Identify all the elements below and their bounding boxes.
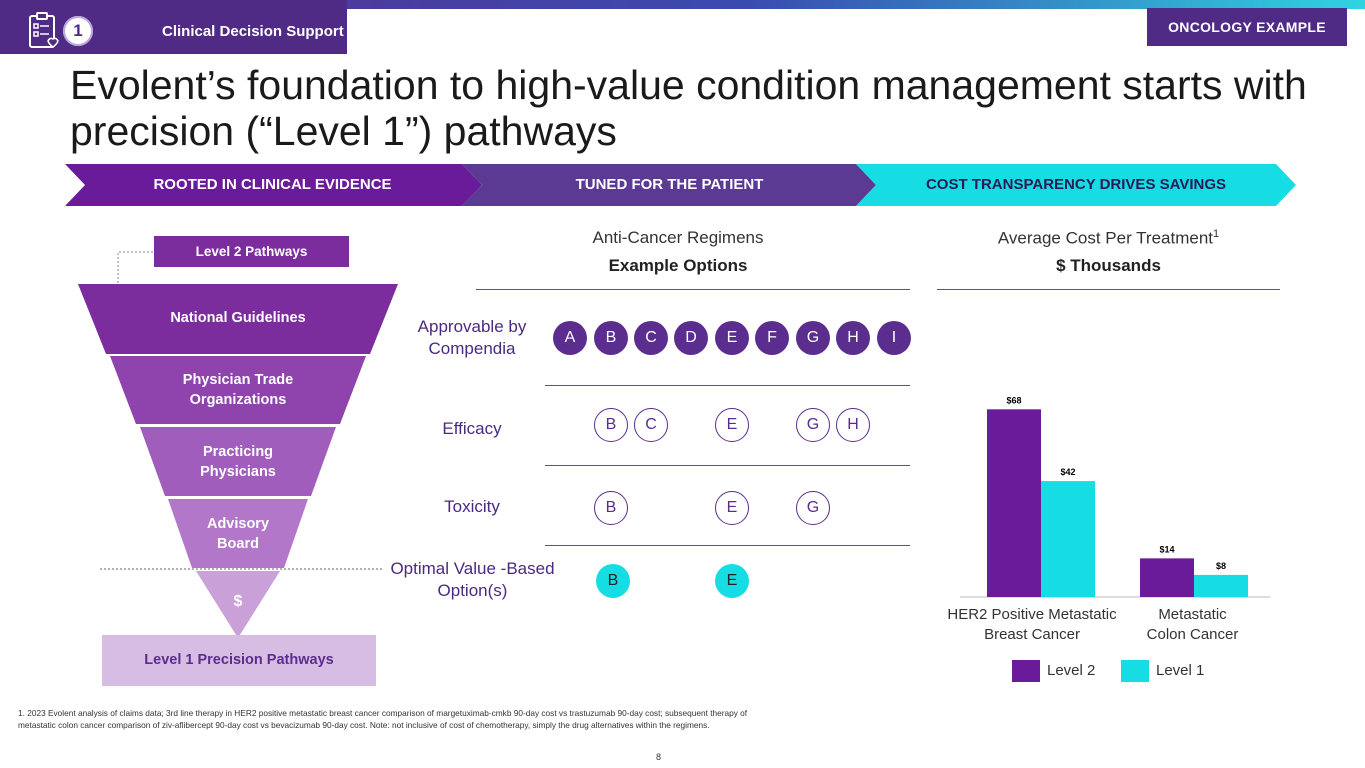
top-gradient-bar xyxy=(0,0,1365,9)
cost-header-footnote-ref: 1 xyxy=(1213,228,1220,240)
clipboard-icon xyxy=(29,12,59,48)
regimen-circle: H xyxy=(836,321,870,355)
row-label-optimal: Optimal Value -Based Option(s) xyxy=(390,559,555,600)
chevron-label-evidence: ROOTED IN CLINICAL EVIDENCE xyxy=(153,176,392,193)
bar-value-label: $68 xyxy=(1006,395,1021,405)
regimen-circle: F xyxy=(755,321,789,355)
row-label-compendia: Approvable by Compendia xyxy=(417,317,527,358)
funnel-layer-3 xyxy=(140,427,336,496)
chevron-1 xyxy=(65,164,482,206)
regimen-circle: G xyxy=(796,491,830,525)
section-number: 1 xyxy=(63,16,93,46)
regimen-circle: E xyxy=(715,491,749,525)
regimens-subheader: Example Options xyxy=(608,256,748,275)
section-label: Clinical Decision Support xyxy=(162,23,344,40)
chevron-2 xyxy=(462,164,876,206)
cost-subheader: $ Thousands xyxy=(1056,256,1161,275)
regimens-header-rule xyxy=(476,289,910,290)
regimen-circle: C xyxy=(634,321,668,355)
regimen-circle: B xyxy=(594,321,628,355)
funnel-layer-4 xyxy=(168,499,308,568)
x-category-label-her2: HER2 Positive Metastatic Breast Cancer xyxy=(947,606,1117,643)
funnel-label-national: National Guidelines xyxy=(170,310,306,326)
cost-header: Average Cost Per Treatment1 xyxy=(937,228,1280,249)
chevron-banner xyxy=(65,164,1296,206)
cost-header-text: Average Cost Per Treatment xyxy=(997,228,1213,248)
oncology-badge: ONCOLOGY EXAMPLE xyxy=(1147,8,1347,46)
regimen-circle-optimal: E xyxy=(715,564,749,598)
funnel-label-advisory: Advisory Board xyxy=(206,516,270,552)
section-tab xyxy=(0,0,347,54)
footnote: 1. 2023 Evolent analysis of claims data;… xyxy=(18,708,748,730)
legend-swatch-level2 xyxy=(1012,660,1040,682)
page-number: 8 xyxy=(656,752,662,762)
bar-level2-0 xyxy=(987,409,1041,597)
funnel-graphic xyxy=(78,251,398,638)
regimen-circle: E xyxy=(715,321,749,355)
level1-precision-label: Level 1 Precision Pathways xyxy=(102,635,376,686)
row-divider xyxy=(545,385,910,386)
row-divider xyxy=(545,545,910,546)
legend-label-level2: Level 2 xyxy=(1047,662,1096,679)
funnel-layer-1 xyxy=(78,284,398,354)
regimen-circle: C xyxy=(634,408,668,442)
regimen-circle: E xyxy=(715,408,749,442)
bar-value-label: $14 xyxy=(1159,544,1174,554)
regimen-circle: G xyxy=(796,321,830,355)
legend-swatch-level1 xyxy=(1121,660,1149,682)
chevron-label-patient: TUNED FOR THE PATIENT xyxy=(575,176,764,193)
regimen-circle: B xyxy=(594,491,628,525)
bar-level1-1 xyxy=(1194,574,1248,597)
funnel-label-dollar: $ xyxy=(233,593,243,610)
chevron-3 xyxy=(856,164,1296,206)
regimen-circle: D xyxy=(674,321,708,355)
row-label-efficacy: Efficacy xyxy=(442,419,502,438)
row-label-toxicity: Toxicity xyxy=(444,497,500,516)
x-category-label-colon: Metastatic Colon Cancer xyxy=(1146,606,1239,643)
cost-bar-chart: $68 $42 $14 $8 xyxy=(960,395,1270,598)
bar-level2-1 xyxy=(1140,558,1194,597)
regimen-circle: B xyxy=(594,408,628,442)
cost-header-rule xyxy=(937,289,1280,290)
funnel-layer-5 xyxy=(196,571,280,638)
regimen-circle: G xyxy=(796,408,830,442)
bar-value-label: $42 xyxy=(1060,467,1075,477)
row-divider xyxy=(545,465,910,466)
chevron-label-cost: COST TRANSPARENCY DRIVES SAVINGS xyxy=(925,176,1227,193)
regimens-header: Anti-Cancer Regimens xyxy=(592,228,764,247)
legend-label-level1: Level 1 xyxy=(1156,662,1205,679)
regimen-circle-optimal: B xyxy=(596,564,630,598)
bar-level1-0 xyxy=(1041,481,1095,597)
funnel-label-practicing: Practicing Physicians xyxy=(200,444,276,480)
regimen-circle: H xyxy=(836,408,870,442)
funnel-label-trade: Physician Trade Organizations xyxy=(182,372,294,408)
funnel-layer-2 xyxy=(110,356,366,424)
page-title: Evolent’s foundation to high-value condi… xyxy=(70,62,1307,154)
bar-value-label: $8 xyxy=(1216,561,1226,571)
regimen-circle: I xyxy=(877,321,911,355)
regimen-circle: A xyxy=(553,321,587,355)
level2-pathways-label: Level 2 Pathways xyxy=(154,236,349,267)
